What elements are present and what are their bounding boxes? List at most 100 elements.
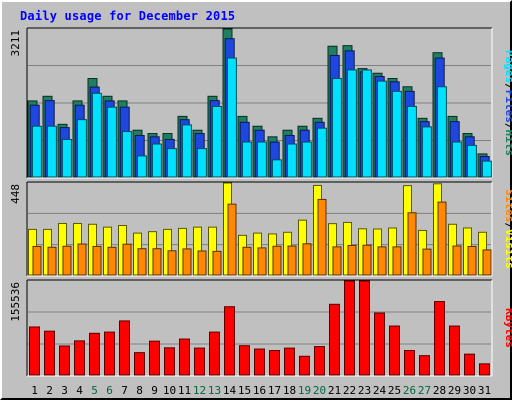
bar-kbytes (239, 345, 250, 376)
bar-sites (332, 246, 342, 276)
x-tick-label: 2 (46, 384, 53, 397)
bar-pages (331, 78, 342, 178)
x-tick-label: 11 (178, 384, 191, 397)
legend-item-visits: Visits (503, 229, 512, 269)
x-tick-label: 13 (208, 384, 221, 397)
bar-pages (466, 144, 477, 178)
bar-kbytes (479, 363, 490, 376)
bar-kbytes (464, 353, 475, 376)
bar-kbytes (434, 301, 445, 376)
legend-hits-files-pages: Pages/Files/Hits (503, 50, 512, 156)
bar-sites (167, 250, 177, 276)
y-axis-max-label: 448 (9, 184, 22, 204)
bar-sites (62, 245, 72, 276)
x-tick-label: 24 (373, 384, 387, 397)
bar-sites (467, 245, 477, 276)
bar-sites (257, 247, 267, 276)
x-tick-label: 12 (193, 384, 206, 397)
bar-sites (347, 244, 357, 276)
bar-kbytes (449, 325, 460, 376)
bar-sites (47, 246, 57, 276)
bar-sites (362, 244, 372, 276)
bar-kbytes (314, 346, 325, 376)
bar-sites (122, 243, 132, 276)
bar-sites (422, 248, 432, 276)
bar-kbytes (209, 331, 220, 376)
x-tick-label: 29 (448, 384, 461, 397)
bar-kbytes (29, 326, 40, 376)
bar-sites (452, 245, 462, 276)
x-tick-label: 31 (478, 384, 491, 397)
bar-kbytes (194, 347, 205, 376)
x-tick-label: 25 (388, 384, 401, 397)
x-tick-label: 27 (418, 384, 431, 397)
bar-pages (286, 143, 297, 178)
x-tick-label: 1 (31, 384, 38, 397)
x-tick-label: 28 (433, 384, 446, 397)
bar-sites (272, 245, 282, 276)
bar-kbytes (89, 332, 100, 376)
x-tick-label: 7 (121, 384, 128, 397)
bar-pages (316, 127, 327, 178)
x-tick-label: 6 (106, 384, 113, 397)
legend-visits-sites: Sites/Visits (503, 189, 512, 269)
bar-pages (271, 159, 282, 178)
y-axis-max-label: 155536 (9, 282, 22, 322)
bar-sites (287, 245, 297, 276)
bar-kbytes (134, 352, 145, 376)
bar-pages (106, 106, 117, 178)
bar-sites (242, 246, 252, 276)
chart-title: Daily usage for December 2015 (20, 9, 236, 23)
bar-sites (317, 198, 327, 276)
x-tick-label: 26 (403, 384, 416, 397)
bar-sites (92, 245, 102, 276)
bar-sites (182, 248, 192, 276)
bar-pages (91, 92, 102, 178)
bar-kbytes (404, 350, 415, 376)
bar-kbytes (269, 350, 280, 376)
bar-pages (301, 141, 312, 178)
bar-kbytes (224, 306, 235, 376)
bar-kbytes (389, 325, 400, 376)
bar-pages (376, 80, 387, 178)
bar-kbytes (374, 312, 385, 376)
bar-sites (77, 243, 87, 276)
bar-sites (32, 245, 42, 276)
x-tick-label: 18 (283, 384, 296, 397)
x-tick-label: 16 (253, 384, 266, 397)
bar-pages (481, 160, 492, 178)
x-tick-label: 19 (298, 384, 311, 397)
bar-kbytes (119, 320, 130, 376)
bar-pages (211, 105, 222, 178)
bar-kbytes (44, 330, 55, 376)
x-tick-label: 30 (463, 384, 476, 397)
bar-pages (136, 155, 147, 178)
bar-pages (346, 69, 357, 178)
x-tick-label: 3 (61, 384, 68, 397)
x-tick-label: 20 (313, 384, 326, 397)
bar-pages (181, 124, 192, 178)
bar-sites (437, 201, 447, 276)
bar-sites (212, 250, 222, 276)
legend-item-sites: Sites (503, 189, 512, 222)
bar-sites (377, 246, 387, 276)
bar-sites (302, 243, 312, 276)
bar-kbytes (104, 331, 115, 376)
x-tick-label: 10 (163, 384, 176, 397)
x-tick-label: 17 (268, 384, 281, 397)
legend-item-kbytes: KBytes (503, 308, 512, 348)
bar-pages (241, 141, 252, 178)
bar-pages (166, 148, 177, 178)
bar-pages (76, 119, 87, 178)
bar-sites (107, 246, 117, 276)
bar-kbytes (359, 280, 370, 376)
x-tick-label: 5 (91, 384, 98, 397)
x-tick-label: 9 (151, 384, 158, 397)
bar-kbytes (164, 347, 175, 376)
bar-sites (407, 212, 417, 276)
bar-pages (31, 125, 42, 178)
bar-kbytes (344, 280, 355, 376)
bar-sites (137, 248, 147, 276)
bar-pages (436, 86, 447, 178)
